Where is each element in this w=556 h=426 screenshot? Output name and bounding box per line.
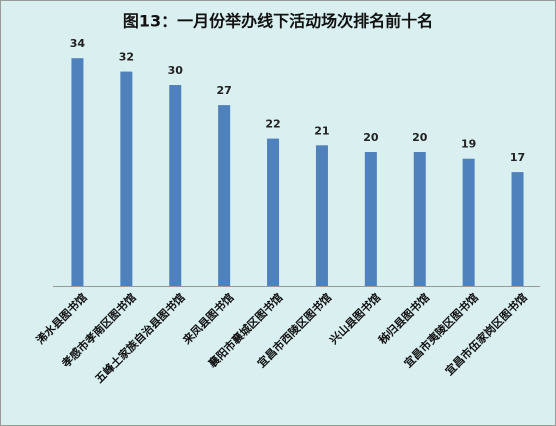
bar	[120, 71, 133, 286]
value-label: 17	[510, 151, 525, 164]
value-label: 34	[70, 37, 86, 50]
bar	[315, 145, 328, 286]
value-label: 20	[363, 131, 379, 144]
value-label: 22	[265, 118, 280, 131]
bar	[267, 138, 280, 286]
bar	[218, 105, 231, 286]
bar	[71, 58, 84, 287]
bar	[413, 152, 426, 286]
value-label: 21	[314, 124, 329, 137]
value-label: 27	[216, 84, 231, 97]
bar	[511, 172, 524, 286]
value-label: 19	[461, 138, 476, 151]
chart-title: 图13：一月份举办线下活动场次排名前十名	[123, 12, 433, 31]
value-label: 32	[119, 51, 134, 64]
value-label: 20	[412, 131, 428, 144]
bar	[169, 85, 182, 286]
bar	[364, 152, 377, 286]
value-label: 30	[168, 64, 184, 77]
bar	[462, 158, 475, 286]
